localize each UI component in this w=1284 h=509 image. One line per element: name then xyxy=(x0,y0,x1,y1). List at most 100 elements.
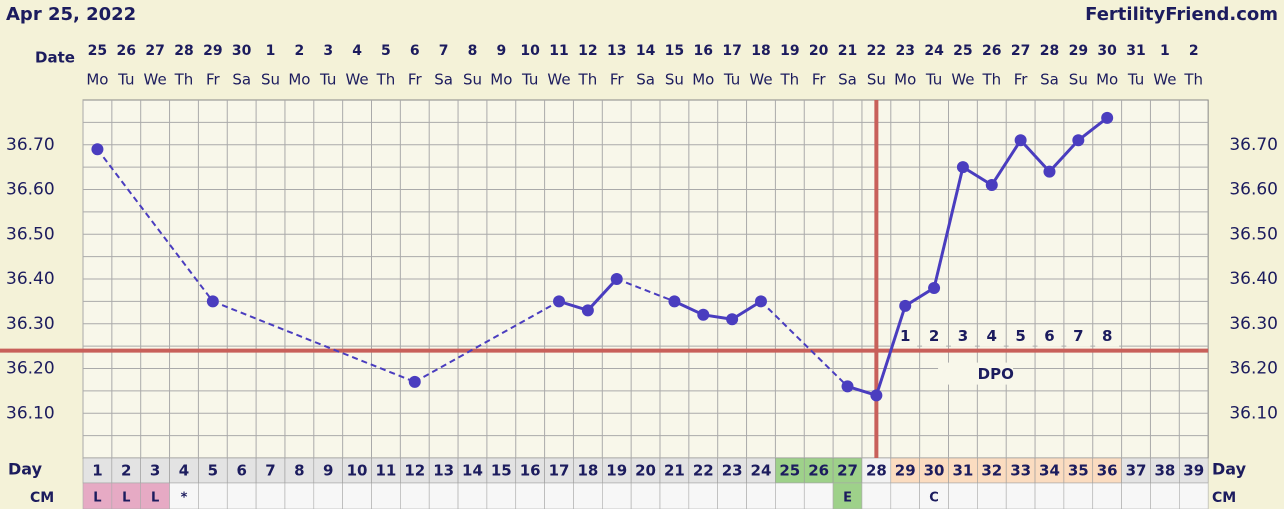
cm-cell xyxy=(1063,482,1094,509)
day-number: 3 xyxy=(150,462,160,480)
day-cell xyxy=(630,457,661,484)
weekday-label: Th xyxy=(578,71,598,89)
day-number: 12 xyxy=(404,462,425,480)
y-tick-label: 36.20 xyxy=(6,359,55,379)
day-axis-label: Day xyxy=(8,460,43,479)
weekday-label: Fr xyxy=(206,71,221,89)
cm-cell xyxy=(861,482,892,509)
weekday-label: Mo xyxy=(894,71,916,89)
day-number: 14 xyxy=(462,462,483,480)
cm-cell xyxy=(226,482,257,509)
dpo-number: 5 xyxy=(1015,327,1025,345)
day-number: 7 xyxy=(265,462,275,480)
temp-segment xyxy=(96,148,214,302)
cm-cell xyxy=(1121,482,1151,509)
cm-cell xyxy=(659,482,690,509)
date-label: 13 xyxy=(607,43,626,59)
y-tick-label-right: 36.40 xyxy=(1229,269,1278,289)
day-number: 24 xyxy=(751,462,772,480)
cm-cell xyxy=(255,482,286,509)
temp-point xyxy=(841,380,854,393)
weekday-label: Sa xyxy=(636,71,655,89)
date-label: 2 xyxy=(295,43,305,59)
day-axis-label-right: Day xyxy=(1212,460,1247,479)
y-tick-label: 36.70 xyxy=(6,135,55,155)
date-label: 10 xyxy=(520,43,540,59)
y-tick-label-right: 36.10 xyxy=(1229,403,1278,423)
dpo-cell xyxy=(893,326,918,347)
date-label: 1 xyxy=(1160,43,1170,59)
weekday-label: We xyxy=(547,71,570,89)
day-cell xyxy=(486,457,517,484)
cm-cell xyxy=(169,482,199,509)
date-label: 14 xyxy=(636,43,656,59)
date-label: 26 xyxy=(982,43,1001,59)
cm-cell xyxy=(803,482,834,509)
y-tick-label-right: 36.60 xyxy=(1229,180,1278,200)
date-label: 25 xyxy=(88,43,107,59)
date-label: 6 xyxy=(410,43,420,59)
weekday-label: Th xyxy=(779,71,799,89)
cm-code: L xyxy=(151,491,159,506)
weekday-label: Mo xyxy=(1096,71,1118,89)
dpo-number: 3 xyxy=(958,327,968,345)
day-cell xyxy=(688,457,718,484)
day-cell xyxy=(371,457,401,484)
cm-cell xyxy=(400,482,430,509)
day-cell xyxy=(255,457,286,484)
day-cell xyxy=(977,457,1007,484)
date-axis-label: Date xyxy=(35,49,75,67)
temp-point xyxy=(928,281,941,294)
day-number: 33 xyxy=(1010,462,1031,480)
dpo-number: 2 xyxy=(929,327,939,345)
date-label: 15 xyxy=(665,43,684,59)
temp-point xyxy=(408,375,421,388)
weekday-label: We xyxy=(951,71,974,89)
y-tick-label: 36.40 xyxy=(6,269,55,289)
temp-point xyxy=(726,313,739,326)
day-number: 39 xyxy=(1183,462,1204,480)
day-number: 15 xyxy=(491,462,512,480)
weekday-label: Fr xyxy=(1014,71,1029,89)
weekday-label: Fr xyxy=(408,71,423,89)
temp-point xyxy=(581,304,594,317)
day-cell xyxy=(284,457,315,484)
day-cell xyxy=(1034,457,1065,484)
cm-cell xyxy=(486,482,517,509)
weekday-label: Tu xyxy=(319,71,336,89)
weekday-label: Su xyxy=(463,71,482,89)
weekday-label: We xyxy=(1153,71,1176,89)
day-number: 5 xyxy=(208,462,218,480)
temp-point xyxy=(668,295,681,308)
day-number: 22 xyxy=(693,462,714,480)
day-cell xyxy=(919,457,949,484)
y-tick-label-right: 36.50 xyxy=(1229,224,1278,244)
temp-point xyxy=(553,295,566,308)
temp-point xyxy=(956,161,969,174)
dpo-number: 1 xyxy=(900,327,910,345)
day-cell xyxy=(111,457,141,484)
temp-point xyxy=(985,179,998,192)
dpo-cell xyxy=(922,326,947,347)
weekday-label: We xyxy=(345,71,368,89)
date-label: 16 xyxy=(694,43,713,59)
cm-axis-label: CM xyxy=(30,490,54,506)
dpo-cell xyxy=(1008,326,1033,347)
date-label: 24 xyxy=(924,43,944,59)
day-number: 36 xyxy=(1097,462,1118,480)
temp-segment xyxy=(932,166,965,289)
date-label: 11 xyxy=(549,43,568,59)
date-label: 7 xyxy=(439,43,449,59)
day-number: 9 xyxy=(323,462,333,480)
dpo-box xyxy=(938,362,1014,385)
weekday-label: Sa xyxy=(838,71,857,89)
weekday-label: We xyxy=(749,71,772,89)
weekday-label: Su xyxy=(665,71,684,89)
day-number: 26 xyxy=(808,462,829,480)
day-number: 28 xyxy=(866,462,887,480)
cm-cell xyxy=(977,482,1007,509)
cm-cell xyxy=(1179,482,1209,509)
date-label: 31 xyxy=(1126,43,1145,59)
cm-cell xyxy=(948,482,978,509)
